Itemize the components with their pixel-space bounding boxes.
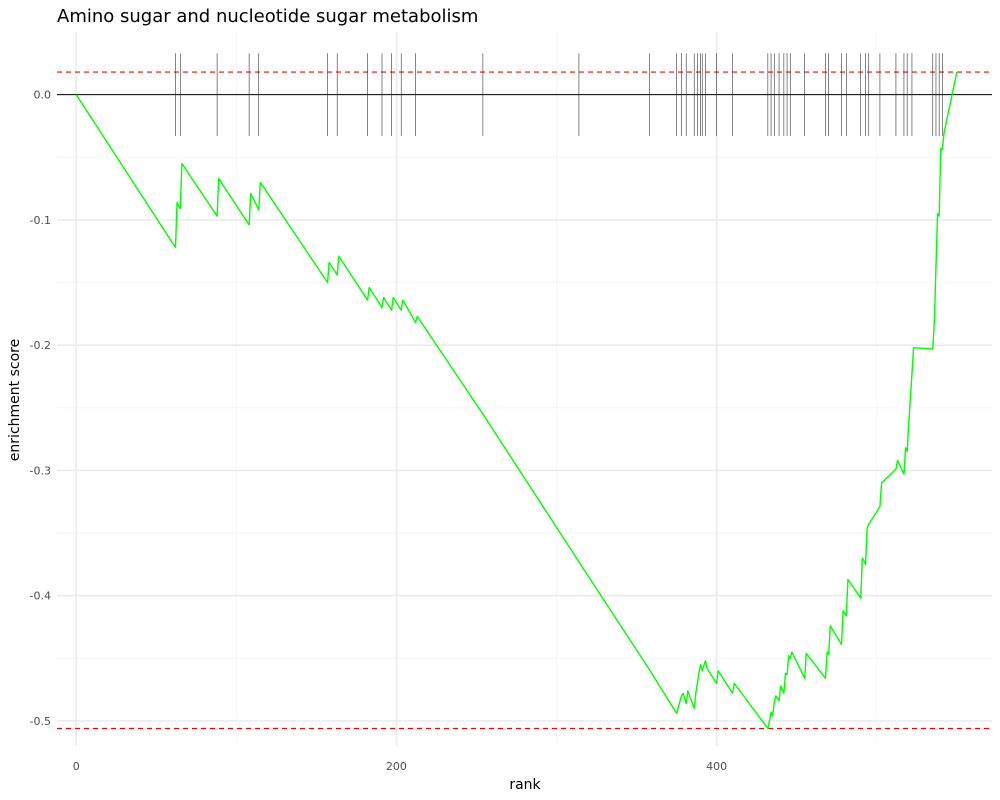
y-tick-label: -0.2 — [30, 339, 51, 352]
y-tick-label: -0.4 — [30, 590, 51, 603]
major-grid — [57, 32, 992, 746]
y-tick-label: 0.0 — [34, 89, 52, 102]
y-tick-label: -0.5 — [30, 715, 51, 728]
series-group — [76, 72, 957, 728]
enrichment-score-line — [76, 72, 957, 728]
y-tick-label: -0.3 — [30, 464, 51, 477]
x-axis-title: rank — [509, 777, 541, 793]
x-tick-label: 0 — [73, 760, 80, 773]
chart-title: Amino sugar and nucleotide sugar metabol… — [57, 6, 478, 27]
y-tick-labels: 0.0 -0.1 -0.2 -0.3 -0.4 -0.5 — [30, 89, 51, 728]
reference-lines — [57, 72, 992, 728]
minor-grid — [57, 32, 992, 746]
y-tick-label: -0.1 — [30, 214, 51, 227]
x-tick-label: 200 — [386, 760, 407, 773]
x-tick-labels: 0 200 400 — [73, 760, 727, 773]
y-axis-title: enrichment score — [7, 339, 23, 461]
x-tick-label: 400 — [706, 760, 727, 773]
